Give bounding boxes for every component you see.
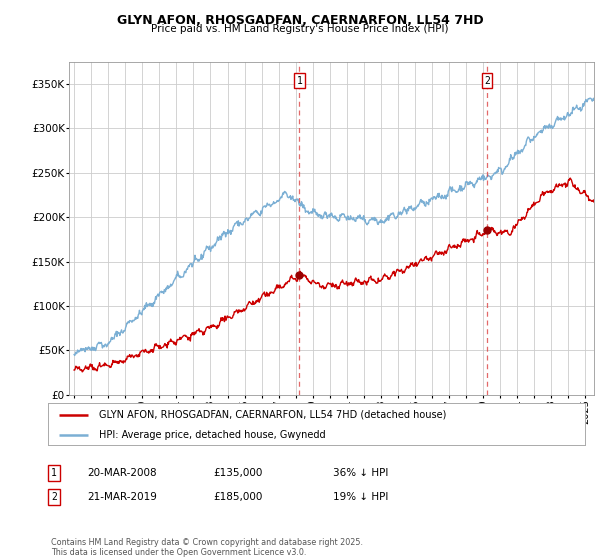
Text: 2: 2 (51, 492, 57, 502)
Text: 36% ↓ HPI: 36% ↓ HPI (333, 468, 388, 478)
Text: £185,000: £185,000 (213, 492, 262, 502)
Text: Contains HM Land Registry data © Crown copyright and database right 2025.
This d: Contains HM Land Registry data © Crown c… (51, 538, 363, 557)
Text: £135,000: £135,000 (213, 468, 262, 478)
Text: 1: 1 (51, 468, 57, 478)
Text: 19% ↓ HPI: 19% ↓ HPI (333, 492, 388, 502)
Text: 1: 1 (296, 76, 302, 86)
Text: 20-MAR-2008: 20-MAR-2008 (87, 468, 157, 478)
Text: Price paid vs. HM Land Registry's House Price Index (HPI): Price paid vs. HM Land Registry's House … (151, 24, 449, 34)
Text: 21-MAR-2019: 21-MAR-2019 (87, 492, 157, 502)
Text: 2: 2 (484, 76, 490, 86)
Text: GLYN AFON, RHOSGADFAN, CAERNARFON, LL54 7HD: GLYN AFON, RHOSGADFAN, CAERNARFON, LL54 … (116, 14, 484, 27)
Text: GLYN AFON, RHOSGADFAN, CAERNARFON, LL54 7HD (detached house): GLYN AFON, RHOSGADFAN, CAERNARFON, LL54 … (99, 410, 446, 420)
Text: HPI: Average price, detached house, Gwynedd: HPI: Average price, detached house, Gwyn… (99, 430, 326, 440)
